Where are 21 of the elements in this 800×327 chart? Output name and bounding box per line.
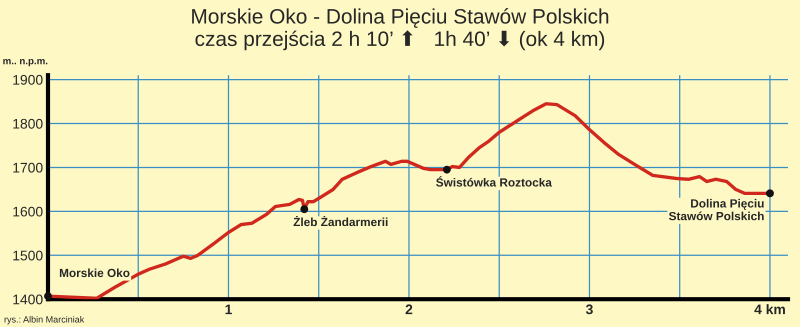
y-tick-label: 1700 — [13, 162, 43, 173]
text: rys.: Albin Marciniak — [4, 316, 84, 324]
point — [766, 189, 774, 198]
annotation: Świstówka Roztocka — [436, 176, 552, 187]
y-tick-label: 1900 — [13, 74, 43, 85]
x-tick-label: 3 — [586, 304, 593, 314]
annotation: Żleb Żandarmerii — [294, 216, 388, 226]
y-tick-label: 1600 — [13, 206, 43, 217]
annotation: Dolina Pięciu Stawów Polskich — [668, 198, 764, 220]
y-tick-label: 1400 — [13, 294, 43, 304]
y-tick-label: 1800 — [13, 118, 43, 129]
chart-title: Morskie Oko - Dolina Pięciu Stawów Polskich czas przejścia 2 h 10’ ⬆ 1h 40’ ⬇ (ok 4 km) — [192, 8, 608, 50]
x-tick-label: 1 — [226, 304, 232, 314]
x-tick-label: 4 km — [754, 304, 785, 314]
point — [44, 292, 52, 300]
y-tick-label: 1500 — [13, 250, 43, 260]
point — [442, 166, 451, 174]
annotation: Morskie Oko — [60, 268, 130, 278]
y-axis-title: m.. n.p.m. — [3, 58, 48, 66]
point — [300, 205, 308, 214]
x-tick-label: 2 — [406, 304, 412, 314]
